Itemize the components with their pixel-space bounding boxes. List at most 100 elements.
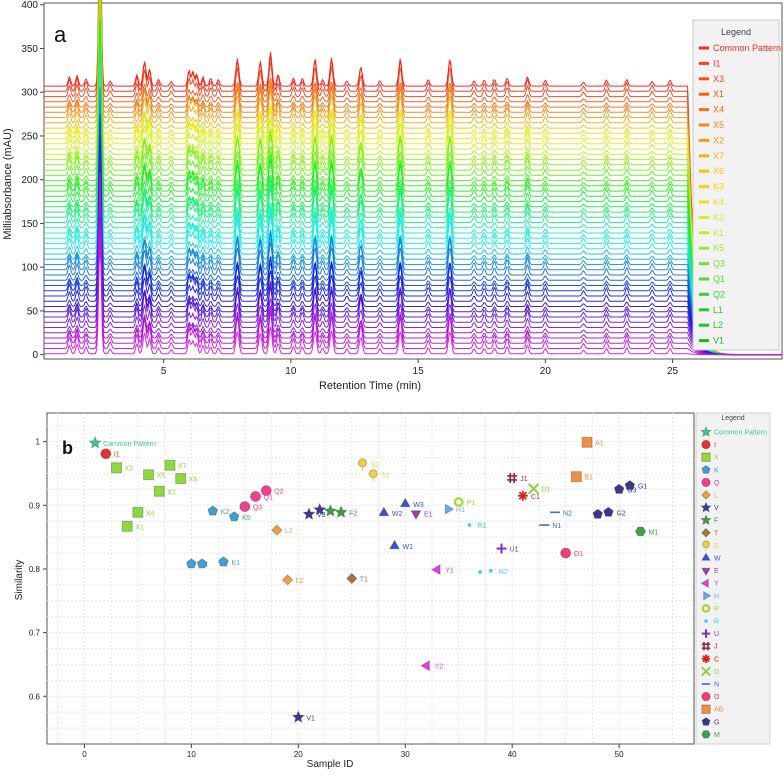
chromatogram-trace: [44, 0, 782, 356]
chromatogram-trace: [44, 28, 782, 356]
scatter-point: G3: [613, 483, 637, 494]
chromatogram-trace: [44, 31, 782, 356]
point-label: X3: [125, 466, 134, 473]
y-tick-label: 0.6: [29, 692, 41, 701]
point-marker: [453, 497, 464, 508]
scatter-point: Q2: [260, 485, 284, 497]
chromatogram-trace: [44, 173, 782, 356]
point-marker: [228, 511, 240, 522]
point-label: H1: [456, 507, 465, 514]
point-label: U1: [510, 547, 519, 554]
scatter-point: S2: [368, 469, 390, 482]
chromatogram-trace: [44, 101, 782, 356]
point-label: A1: [595, 440, 604, 447]
scatter-point: O1: [560, 547, 583, 559]
point-label: R2: [499, 569, 508, 576]
point-label: D1: [542, 487, 551, 494]
legend-entry: K5: [713, 243, 724, 253]
chromatogram-trace: [44, 240, 782, 356]
point-label: Q2: [274, 489, 283, 496]
point-label: K2: [221, 509, 230, 516]
chromatogram-trace: [44, 202, 782, 356]
point-marker: [702, 655, 710, 663]
point-label: K5: [242, 515, 251, 522]
point-marker: [518, 491, 528, 500]
legend-entry: X4: [713, 105, 724, 115]
point-marker: [701, 730, 711, 739]
scatter-point: G2: [603, 506, 626, 517]
legend-entry: Q2: [713, 289, 725, 299]
legend-entry: X1: [713, 89, 724, 99]
chromatogram-trace: [44, 162, 782, 356]
scatter-point: K1: [218, 556, 240, 567]
point-marker: [100, 448, 112, 460]
point-marker: [312, 502, 327, 516]
point-label: W3: [413, 502, 424, 509]
point-marker: [250, 490, 262, 502]
legend-entry: G: [714, 719, 719, 726]
point-marker: [410, 510, 422, 521]
x-tick-label: 30: [401, 750, 410, 759]
scatter-point: Y2: [420, 660, 443, 672]
legend-entry: AB: [714, 707, 724, 714]
point-marker: [701, 567, 711, 577]
legend-entry: U: [714, 631, 719, 638]
y-tick-label: 400: [21, 0, 38, 11]
x-tick-label: 50: [615, 750, 624, 759]
point-label: T1: [360, 577, 368, 584]
legend-entry: Common Pattern: [713, 43, 781, 53]
legend-entry: C: [714, 656, 719, 663]
chromatogram-trace: [44, 115, 782, 356]
point-marker: [701, 604, 711, 613]
scatter-point: X7: [164, 459, 187, 471]
y-tick-label: 150: [21, 219, 38, 230]
chromatogram-trace: [44, 183, 782, 356]
scatter-point: N2: [549, 510, 572, 517]
scatter-point: U1: [496, 543, 519, 554]
point-marker: [527, 483, 540, 495]
point-marker: [88, 435, 103, 449]
x-tick-label: 10: [187, 750, 196, 759]
point-marker: [701, 691, 711, 702]
y-tick-label: 0.8: [29, 565, 41, 574]
chromatogram-trace: [44, 67, 782, 356]
point-label: C1: [531, 494, 540, 501]
point-marker: [346, 572, 358, 585]
panel-label-a: a: [54, 22, 67, 47]
legend-entry: L2: [713, 320, 723, 330]
scatter-point: F2: [334, 505, 357, 519]
chromatogram-trace: [44, 159, 782, 356]
point-label: S1: [370, 462, 379, 469]
scatter-point: K5: [228, 511, 251, 522]
scatter-point: [312, 502, 327, 516]
point-label: Y1: [445, 568, 454, 575]
point-label: L2: [296, 578, 304, 585]
point-label: K1: [231, 560, 240, 567]
chromatogram-trace: [44, 231, 782, 356]
scatter-point: W3: [399, 497, 424, 509]
point-label: X4: [146, 510, 155, 517]
x-tick-label: 10: [285, 366, 297, 377]
chromatogram-trace: [44, 220, 782, 356]
scatter-point: Common Pattern: [88, 435, 156, 449]
chromatogram-trace: [44, 171, 782, 356]
legend-entry: I1: [713, 58, 721, 68]
point-marker: [175, 473, 187, 485]
chromatogram-trace: [44, 0, 782, 356]
x-tick-label: 20: [294, 750, 303, 759]
point-label: X7: [178, 463, 187, 470]
similarity-plot-area: [46, 412, 695, 745]
scatter-point: K2: [207, 505, 230, 516]
chromatogram-traces: [44, 0, 782, 356]
scatter-point: B1: [570, 471, 593, 483]
chromatogram-trace: [44, 0, 782, 356]
similarity-axes: 0 10 20 30 40 50 0.6 0.7 0.8 0.9 1: [29, 438, 624, 759]
scatter-point: V3: [302, 506, 326, 521]
legend-entry: F: [714, 518, 718, 525]
point-marker: [281, 574, 294, 586]
point-marker: [291, 710, 306, 724]
chromatogram-trace: [44, 180, 782, 356]
chromatogram-trace: [44, 0, 782, 356]
